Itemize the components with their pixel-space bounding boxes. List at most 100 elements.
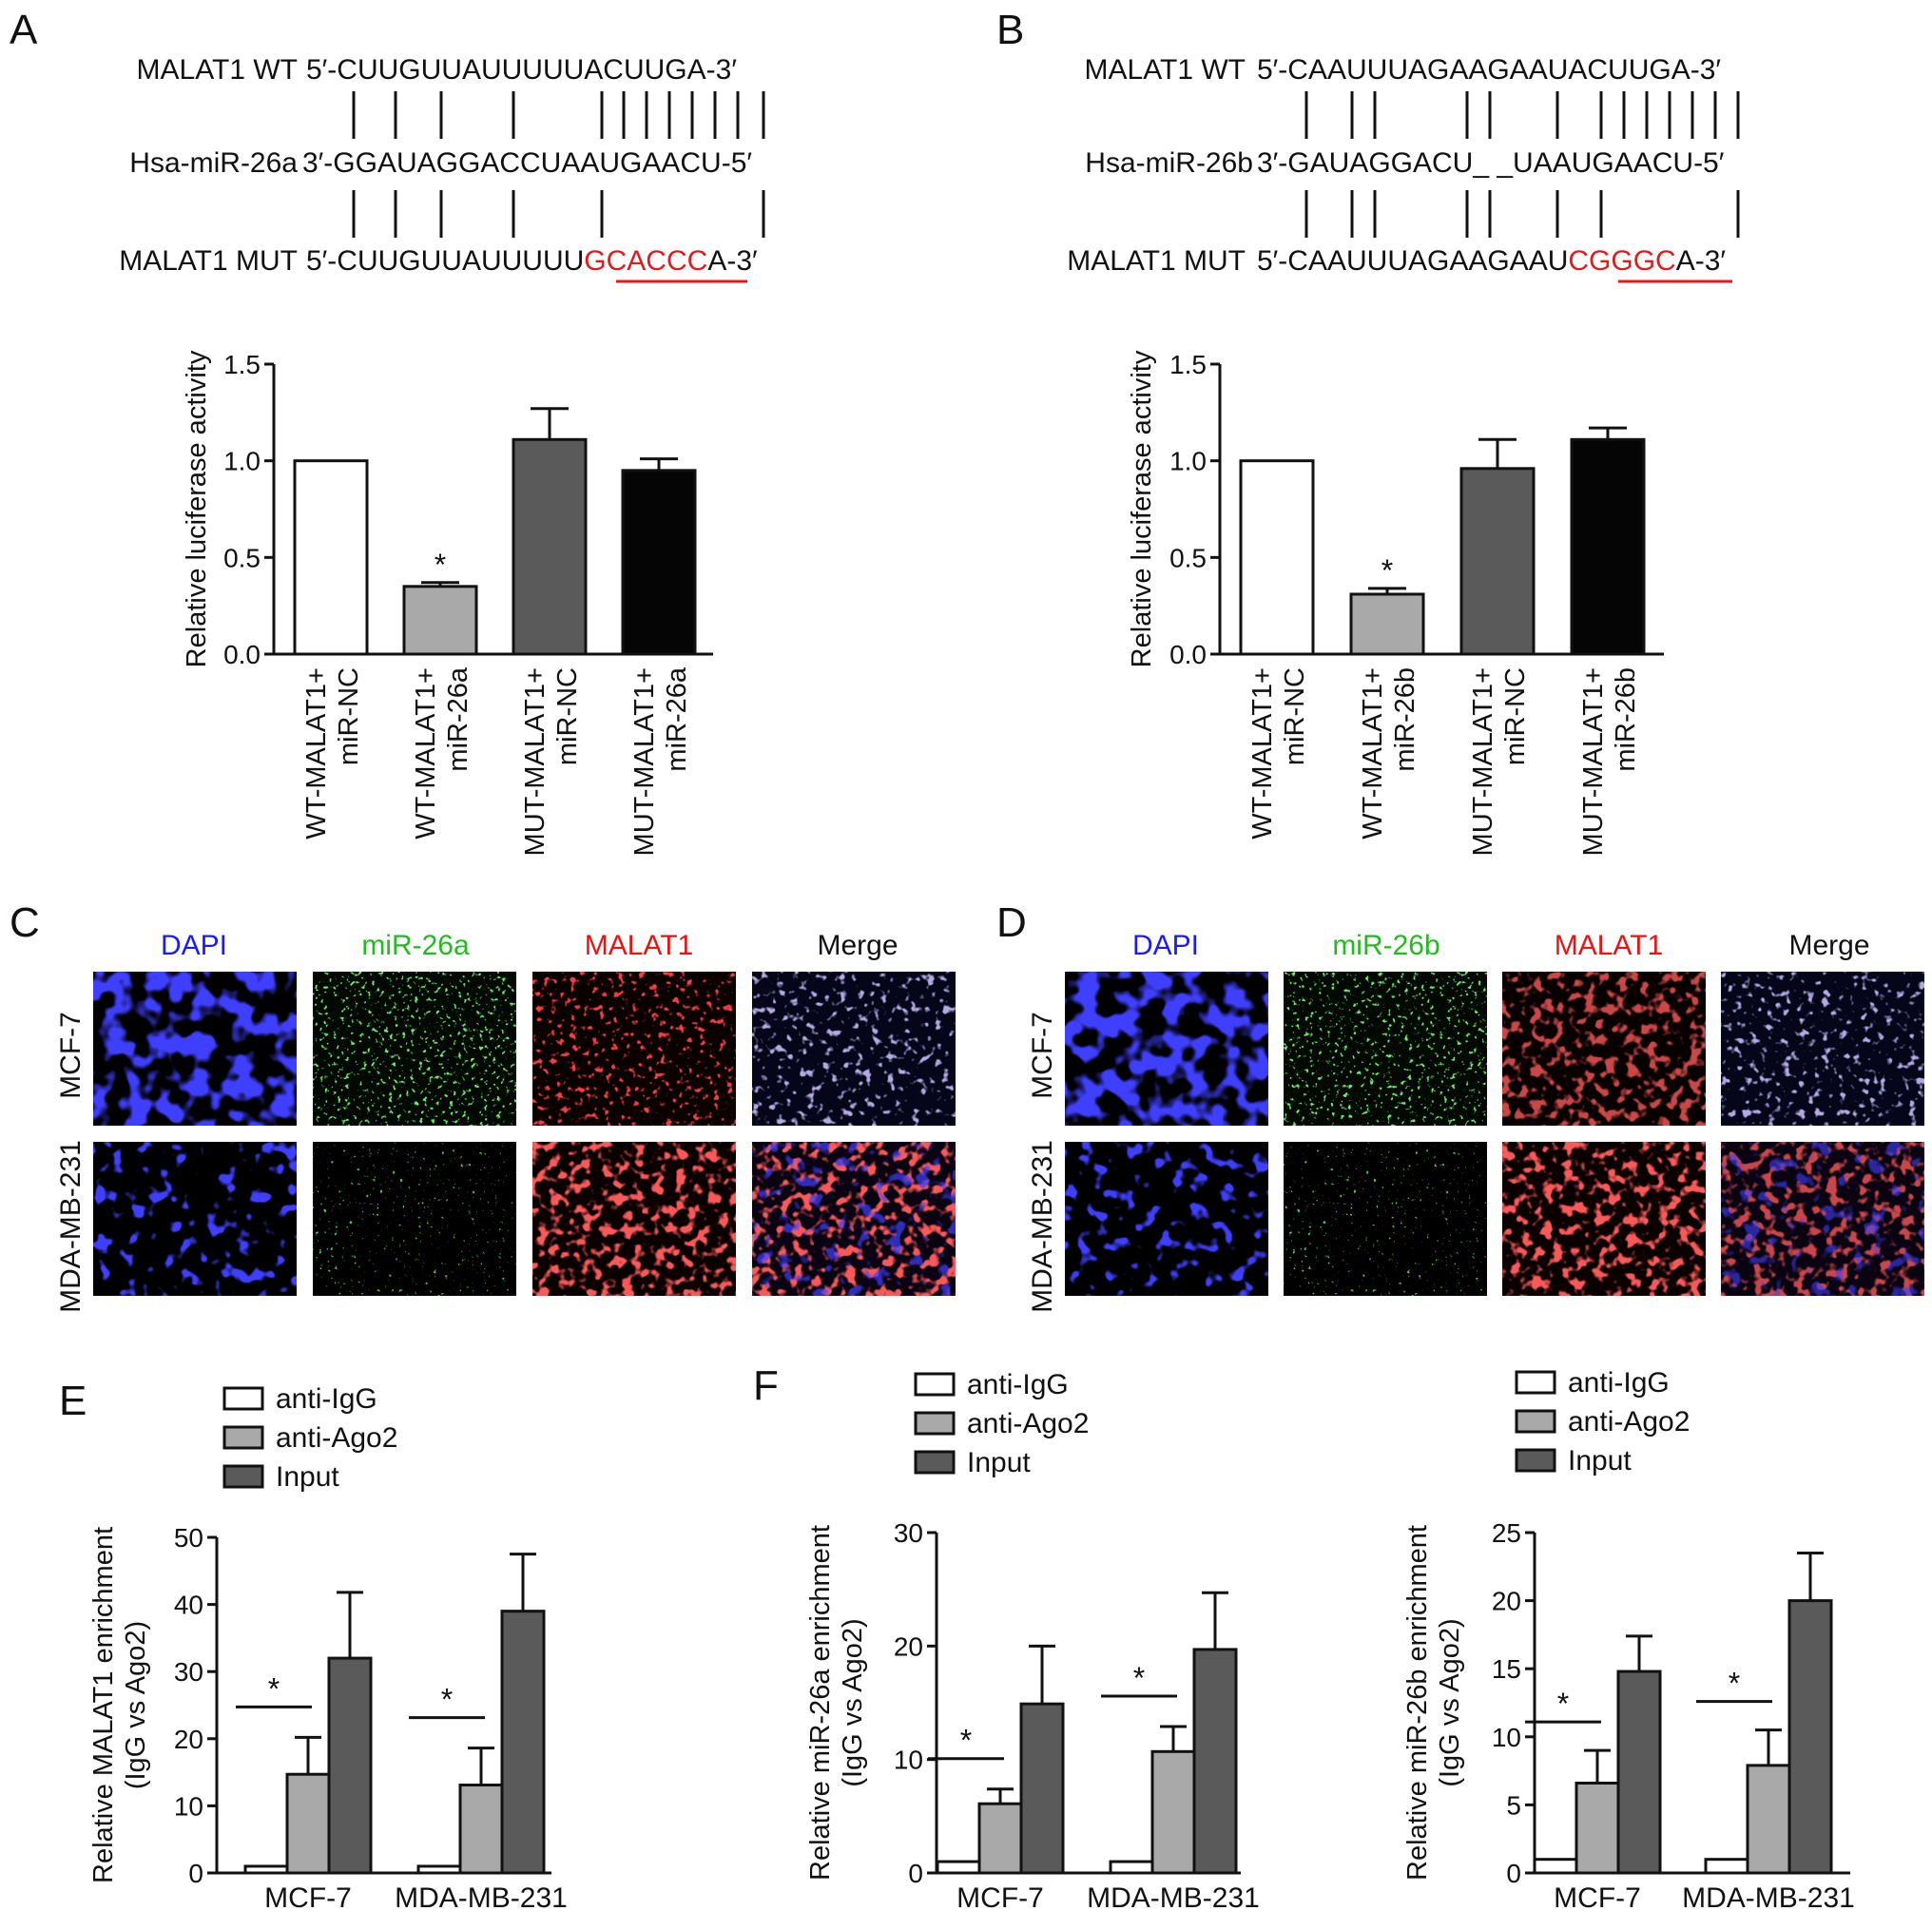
y-tick-label: 0: [188, 1859, 203, 1888]
legend-swatch: [222, 1386, 264, 1411]
seq-label-wt: MALAT1 WT: [1085, 54, 1246, 86]
x-category-line: miR-26b: [1390, 667, 1420, 772]
luciferase-chart-b: 0.0 0.5 1.0 1.5 Relative luciferase activity…: [1127, 350, 1664, 856]
y-tick-label: 10: [174, 1791, 203, 1821]
seq-mut-post: A-3′: [707, 245, 758, 277]
y-tick-label: 0: [1506, 1859, 1521, 1888]
seq-mut-pre: 5′-CUUGUUAUUUUU: [306, 245, 584, 277]
y-tick-label: 0: [908, 1859, 923, 1888]
panel-c-fish: C DAPI miR-26a MALAT1 Merge MCF-7 MDA-MB…: [10, 899, 956, 1313]
bar: [936, 1860, 981, 1875]
y-tick-label: 0.0: [223, 640, 261, 669]
y-tick-label: 5: [1506, 1790, 1521, 1820]
panel-d-fish: D DAPI miR-26b MALAT1 Merge MCF-7 MDA-MB…: [996, 899, 1924, 1313]
y-tick-label: 30: [174, 1657, 203, 1687]
bar: [402, 585, 478, 656]
bar: [1704, 1858, 1749, 1875]
x-category-line: WT-MALAT1+: [411, 667, 441, 840]
header-malat1: MALAT1: [585, 930, 693, 961]
legend-label: anti-Ago2: [967, 1408, 1089, 1439]
y-axis-label: Relative luciferase activity: [1127, 350, 1157, 667]
x-category-label: MDA-MB-231: [1087, 1882, 1260, 1914]
bar: [285, 1772, 331, 1875]
x-category-line: MUT-MALAT1+: [1578, 667, 1609, 856]
y-axis-label-line: (IgG vs Ago2): [121, 1621, 151, 1789]
row-label-mcf7: MCF-7: [55, 1012, 87, 1099]
micrograph-c-mcf7-dapi: [93, 972, 297, 1126]
bar: [500, 1610, 546, 1875]
seq-mut-pre: 5′-CAAUUUAGAAGAAU: [1257, 245, 1568, 277]
x-category-line: MUT-MALAT1+: [1468, 667, 1498, 856]
legend-swatch: [914, 1411, 956, 1436]
x-category-line: MUT-MALAT1+: [629, 667, 660, 856]
bar: [1787, 1599, 1833, 1875]
significance-star: *: [268, 1671, 280, 1706]
legend-swatch: [914, 1372, 956, 1397]
seq-label-wt: MALAT1 WT: [137, 54, 298, 86]
legend-label: Input: [276, 1461, 339, 1493]
y-tick-label: 1.5: [1169, 350, 1207, 379]
bar: [1570, 437, 1646, 656]
y-axis-label-line: (IgG vs Ago2): [838, 1618, 868, 1786]
bar: [977, 1802, 1023, 1875]
x-category-label: WT-MALAT1+miR-NC: [301, 667, 364, 840]
x-category-line: miR-NC: [1500, 667, 1531, 765]
micrograph-d-mcf7-mir: [1284, 972, 1487, 1126]
y-tick-label: 1.0: [1169, 447, 1207, 476]
micrograph-d-mda-malat1: [1502, 1142, 1706, 1296]
panel-letter-f: F: [753, 1362, 779, 1409]
legend-label: Input: [967, 1447, 1031, 1478]
legend-swatch: [1515, 1409, 1556, 1434]
y-tick-label: 1.0: [223, 447, 261, 476]
seq-mut-red: GCACCC: [584, 245, 707, 277]
legend-label: anti-IgG: [967, 1369, 1069, 1400]
header-dapi: DAPI: [161, 930, 227, 961]
y-tick-label: 10: [894, 1746, 923, 1775]
y-tick-label: 30: [894, 1518, 923, 1548]
pairing-lines-top: [1304, 91, 1740, 139]
legend-label: anti-Ago2: [1568, 1406, 1690, 1438]
bar: [327, 1656, 373, 1875]
legend-label: anti-IgG: [276, 1383, 377, 1415]
row-label-mcf7: MCF-7: [1027, 1012, 1058, 1099]
legend-swatch: [1515, 1448, 1556, 1473]
x-category-label: MCF-7: [956, 1882, 1044, 1914]
y-tick-label: 20: [1492, 1587, 1521, 1616]
header-mirna: miR-26b: [1332, 930, 1439, 961]
x-category-line: miR-NC: [334, 667, 364, 765]
panel-letter-d: D: [996, 899, 1027, 946]
pairing-lines-top: [352, 91, 765, 139]
bar: [1575, 1781, 1620, 1875]
x-category-label: MCF-7: [264, 1882, 352, 1914]
bar: [1459, 467, 1536, 656]
micrograph-d-mcf7-merge: [1721, 972, 1924, 1126]
significance-star: *: [441, 1683, 453, 1717]
legend-swatch: [222, 1425, 264, 1450]
x-category-line: MUT-MALAT1+: [520, 667, 551, 856]
x-category-label: MUT-MALAT1+miR-26b: [1578, 667, 1641, 856]
significance-star: *: [435, 548, 446, 582]
bar: [1349, 592, 1425, 656]
seq-label-mut: MALAT1 MUT: [119, 245, 298, 277]
micrograph-c-mda-mir: [313, 1142, 516, 1296]
bar: [416, 1864, 462, 1875]
micrograph-c-mcf7-mir: [313, 972, 516, 1126]
panel-letter-a: A: [10, 7, 38, 53]
bar: [1109, 1860, 1154, 1875]
y-axis-label-line: Relative MALAT1 enrichment: [88, 1527, 119, 1883]
header-merge: Merge: [817, 930, 898, 961]
pairing-lines-bottom: [352, 190, 765, 238]
micrograph-c-mda-dapi: [93, 1142, 297, 1296]
pairing-lines-bottom: [1304, 190, 1740, 238]
y-tick-label: 25: [1492, 1518, 1521, 1548]
rip-chart-mir26b: anti-IgG anti-Ago2 Input 0 5 10 15 20 25 Relative…: [1402, 1367, 1855, 1914]
rip-chart-mir26a: anti-IgG anti-Ago2 Input 0 10 20 30 Relative mi…: [805, 1369, 1260, 1914]
x-category-label: WT-MALAT1+miR-26b: [1358, 667, 1420, 840]
seq-mir: 3′-GAUAGGACU_ _UAAUGAACU-5′: [1257, 147, 1725, 179]
bar: [293, 459, 369, 656]
x-category-label: MDA-MB-231: [1682, 1882, 1855, 1914]
legend-label: anti-Ago2: [276, 1422, 397, 1454]
x-category-label: WT-MALAT1+miR-26a: [411, 666, 473, 840]
micrograph-c-mcf7-merge: [752, 972, 956, 1126]
legend-swatch: [222, 1464, 264, 1489]
